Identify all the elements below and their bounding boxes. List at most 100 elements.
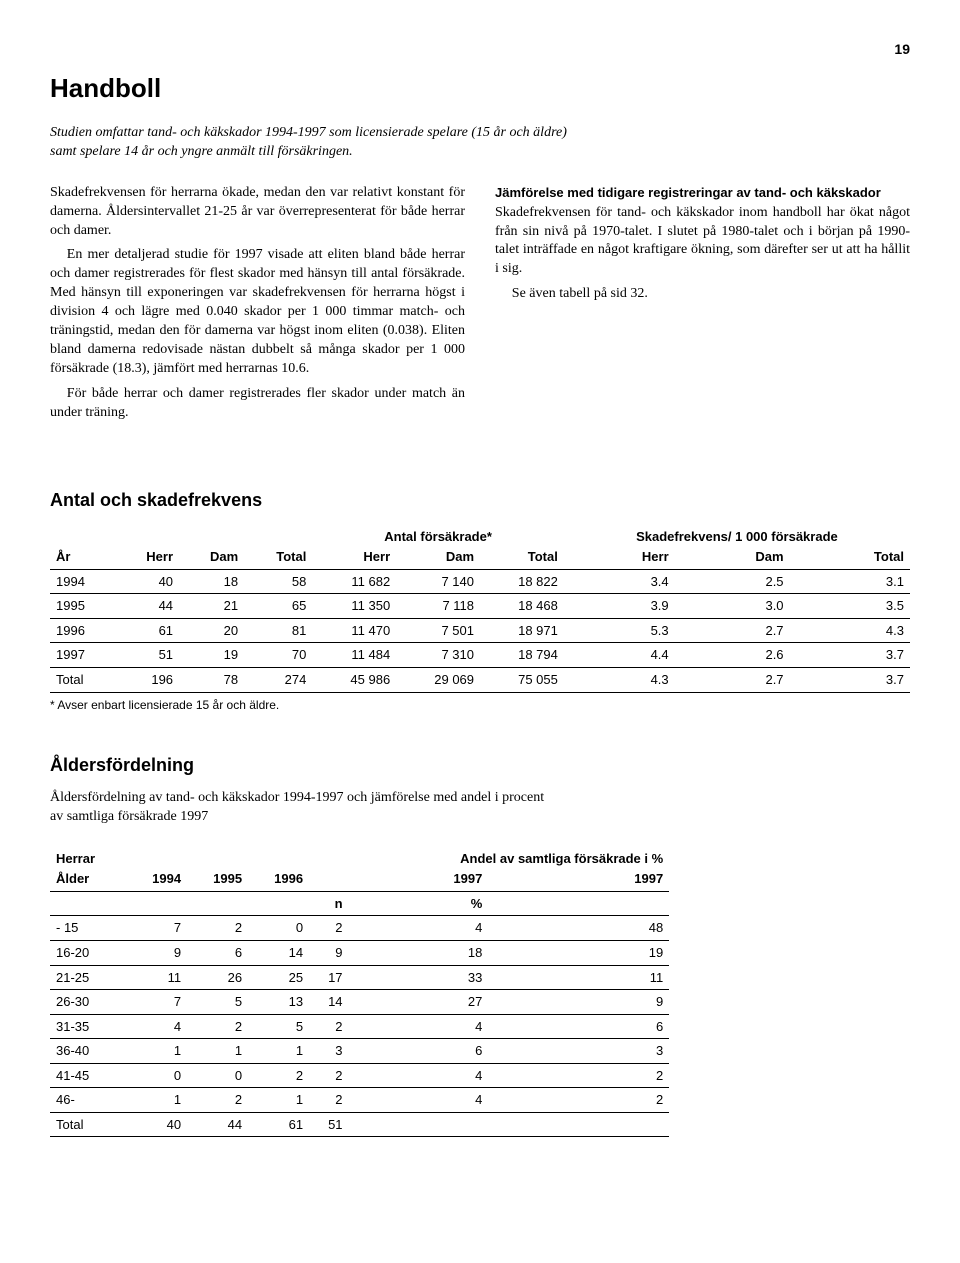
table-cell: 2 (309, 916, 348, 941)
table-cell: 2.7 (675, 668, 790, 693)
table-cell: 18 794 (480, 643, 564, 668)
table-cell: 78 (179, 668, 244, 693)
table-cell: 7 118 (396, 594, 480, 619)
table-cell: 17 (309, 965, 348, 990)
table-cell: 2 (529, 1063, 669, 1088)
t2sh3 (248, 891, 309, 916)
table-cell: 2 (248, 1063, 309, 1088)
table1-h1: Herr (116, 545, 179, 569)
table1-h2: Dam (179, 545, 244, 569)
table-cell: 1 (187, 1039, 248, 1064)
table-cell: 31-35 (50, 1014, 126, 1039)
table-row: 199440185811 6827 14018 8223.42.53.1 (50, 569, 910, 594)
table-cell: 1997 (50, 643, 116, 668)
table-cell: 70 (244, 643, 312, 668)
table-cell: 6 (529, 1014, 669, 1039)
table-cell: 26 (187, 965, 248, 990)
right-column: Jämförelse med tidigare registreringar a… (495, 184, 910, 429)
table-cell: 19 (179, 643, 244, 668)
table1-h5: Dam (396, 545, 480, 569)
table-cell: 40 (126, 1112, 187, 1137)
table-cell: - 15 (50, 916, 126, 941)
table-cell: 4.3 (564, 668, 675, 693)
table-cell: 21 (179, 594, 244, 619)
t2h6 (488, 867, 529, 891)
table-cell: 18 (179, 569, 244, 594)
table-row: Total1967827445 98629 06975 0554.32.73.7 (50, 668, 910, 693)
table-cell: 1996 (50, 618, 116, 643)
table-cell (488, 965, 529, 990)
t2h2: 1995 (187, 867, 248, 891)
table-cell: 2.5 (675, 569, 790, 594)
table2-label-right: Andel av samtliga försäkrade i % (349, 847, 670, 868)
table1-super1: Antal försäkrade* (312, 525, 564, 546)
table-cell: 11 (529, 965, 669, 990)
table-cell: 11 (126, 965, 187, 990)
table-cell: 274 (244, 668, 312, 693)
table-cell: 44 (187, 1112, 248, 1137)
table-cell: Total (50, 1112, 126, 1137)
table-cell: 51 (309, 1112, 348, 1137)
table-cell: 4 (349, 1063, 489, 1088)
table-cell (488, 1039, 529, 1064)
table-cell: 44 (116, 594, 179, 619)
table-cell: 196 (116, 668, 179, 693)
table1-h4: Herr (312, 545, 396, 569)
left-column: Skadefrekvensen för herrarna ökade, meda… (50, 184, 465, 429)
table-cell: 58 (244, 569, 312, 594)
table-cell: 5 (187, 990, 248, 1015)
table-cell: 26-30 (50, 990, 126, 1015)
table-cell: 29 069 (396, 668, 480, 693)
table-cell: 1995 (50, 594, 116, 619)
table-cell: 0 (126, 1063, 187, 1088)
table-cell: 3.7 (790, 643, 910, 668)
t2sh4: n (309, 891, 348, 916)
table-cell (488, 1088, 529, 1113)
table-cell: 18 (349, 941, 489, 966)
table-cell (488, 1063, 529, 1088)
table-cell: 1994 (50, 569, 116, 594)
table-cell: 25 (248, 965, 309, 990)
table-cell: 7 (126, 916, 187, 941)
table-row: 199544216511 3507 11818 4683.93.03.5 (50, 594, 910, 619)
table-cell: 2 (187, 916, 248, 941)
table-cell: 45 986 (312, 668, 396, 693)
table-cell: 41-45 (50, 1063, 126, 1088)
t2h7: 1997 (529, 867, 669, 891)
right-subhead: Jämförelse med tidigare registreringar a… (495, 185, 881, 200)
table-cell: 9 (529, 990, 669, 1015)
table-cell: 7 (126, 990, 187, 1015)
t2sh7 (529, 891, 669, 916)
table-row: 199661208111 4707 50118 9715.32.74.3 (50, 618, 910, 643)
table-cell: 4 (126, 1014, 187, 1039)
table-cell: 3 (309, 1039, 348, 1064)
page-title: Handboll (50, 71, 910, 106)
table-cell: 40 (116, 569, 179, 594)
t2h5: 1997 (349, 867, 489, 891)
table2-sub: Åldersfördelning av tand- och käkskador … (50, 789, 550, 827)
table1-super2: Skadefrekvens/ 1 000 försäkrade (564, 525, 910, 546)
table1-header-row: År Herr Dam Total Herr Dam Total Herr Da… (50, 545, 910, 569)
table-cell (349, 1112, 489, 1137)
table2-subheader-row: n % (50, 891, 669, 916)
table1-h7: Herr (564, 545, 675, 569)
right-heading-paragraph: Jämförelse med tidigare registreringar a… (495, 184, 910, 279)
table-cell: 51 (116, 643, 179, 668)
t2sh6 (488, 891, 529, 916)
table-cell (488, 941, 529, 966)
table-cell: 11 484 (312, 643, 396, 668)
table-cell: 3.1 (790, 569, 910, 594)
table2: Herrar Andel av samtliga försäkrade i % … (50, 847, 669, 1138)
table-cell: 0 (187, 1063, 248, 1088)
t2sh1 (126, 891, 187, 916)
table1-title: Antal och skadefrekvens (50, 488, 910, 512)
table1-h8: Dam (675, 545, 790, 569)
table1: Antal försäkrade* Skadefrekvens/ 1 000 f… (50, 525, 910, 693)
table-cell: 65 (244, 594, 312, 619)
table-cell (488, 1112, 529, 1137)
table-cell: 2.6 (675, 643, 790, 668)
t2sh0 (50, 891, 126, 916)
table-cell: 3.0 (675, 594, 790, 619)
table-cell: 11 682 (312, 569, 396, 594)
table-cell: 61 (248, 1112, 309, 1137)
